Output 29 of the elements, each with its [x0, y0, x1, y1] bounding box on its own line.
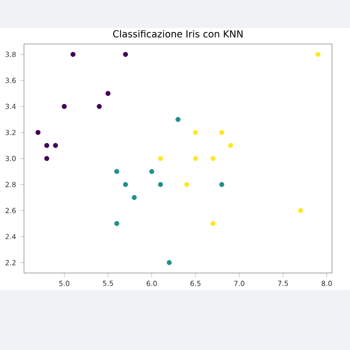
point — [298, 208, 304, 214]
point — [193, 156, 198, 161]
point — [219, 182, 224, 188]
point — [53, 142, 58, 148]
point — [70, 52, 76, 57]
point — [44, 142, 50, 148]
point — [149, 169, 154, 174]
point — [36, 130, 40, 135]
point — [62, 104, 67, 109]
point — [158, 156, 164, 161]
point — [210, 221, 216, 226]
point — [316, 52, 321, 57]
point — [96, 104, 102, 109]
point — [44, 156, 50, 161]
point — [166, 260, 172, 266]
point — [158, 182, 164, 188]
point — [123, 182, 128, 188]
point — [176, 116, 181, 122]
point — [193, 130, 198, 135]
chart-title: Classificazione Iris con KNN — [113, 30, 242, 38]
point — [123, 52, 128, 57]
point — [210, 156, 216, 161]
point — [114, 169, 120, 174]
point — [106, 90, 111, 96]
point — [184, 182, 190, 188]
point — [114, 221, 120, 226]
point — [228, 142, 234, 148]
point — [132, 195, 137, 200]
point — [219, 130, 224, 135]
